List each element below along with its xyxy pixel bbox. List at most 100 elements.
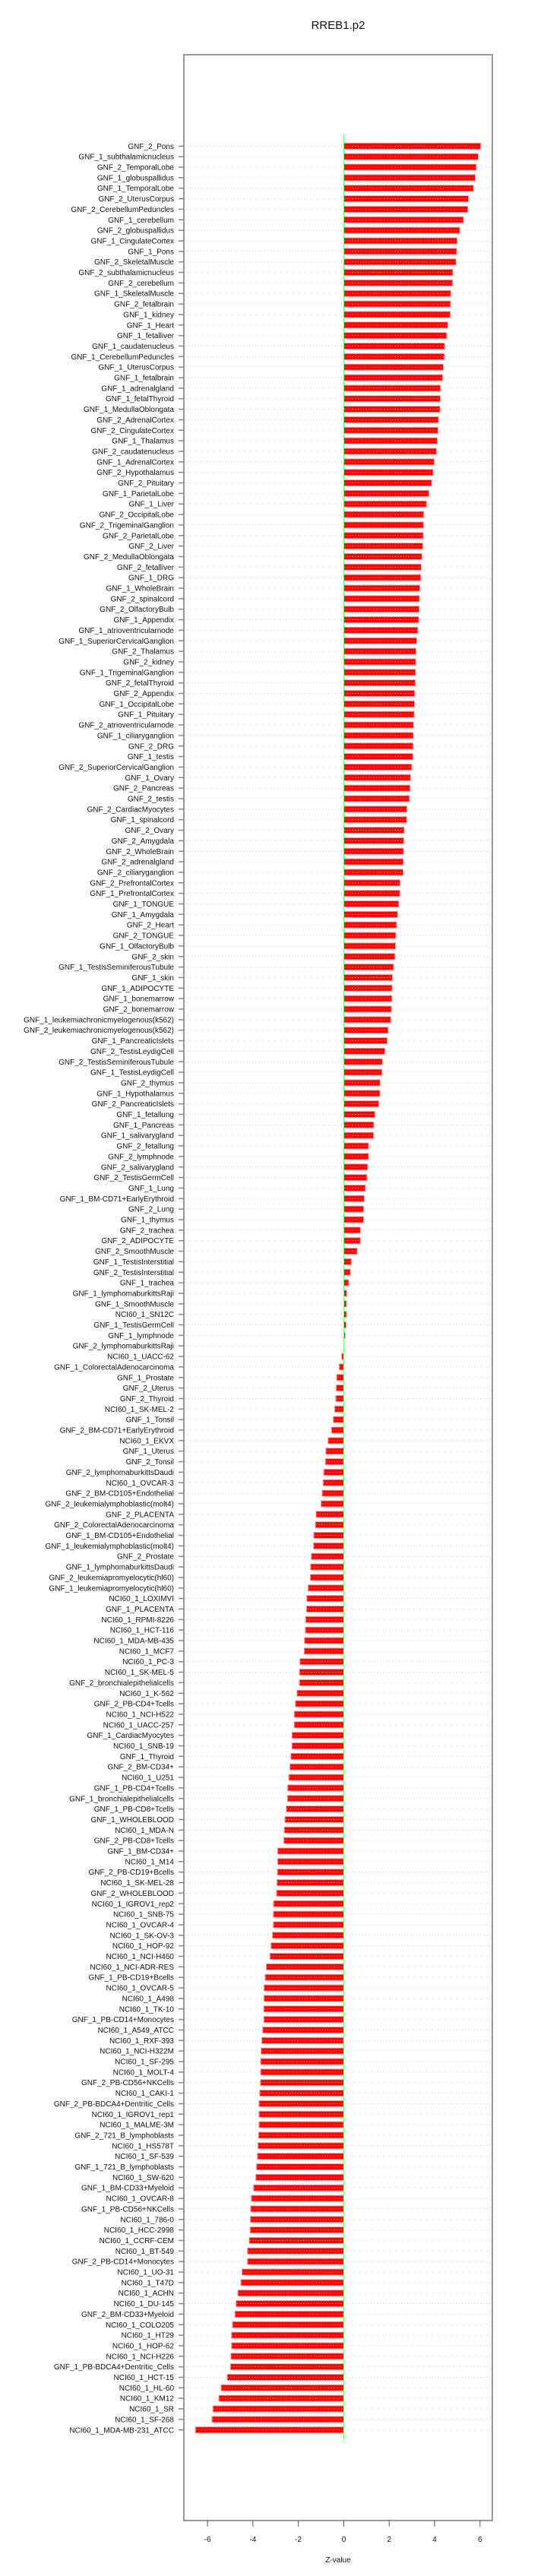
y-tick-label: GNF_2_PB-CD14+Monocytes: [72, 2258, 174, 2267]
y-tick-label: GNF_1_PLACENTA: [106, 1606, 174, 1614]
bar: [237, 2290, 344, 2297]
y-tick-label: NCI60_1_SF-539: [115, 2153, 174, 2161]
y-tick-label: GNF_2_TemporalLobe: [97, 164, 175, 172]
y-tick-label: GNF_2_DRG: [128, 742, 174, 751]
y-tick-label: GNF_1_PrefrontalCortex: [90, 890, 174, 898]
x-tick-label: -6: [204, 2536, 211, 2544]
y-tick-label: GNF_2_bonemarrow: [103, 1006, 175, 1014]
bar: [321, 1500, 344, 1508]
bar: [343, 732, 414, 739]
x-axis: -6 -4 -2 0 2 4 6: [204, 2521, 482, 2544]
y-tick-label: NCI60_1_KM12: [120, 2395, 175, 2404]
y-tick-label: NCI60_1_RXF-393: [109, 2037, 174, 2046]
y-tick-label: GNF_1_lymphomaburkittsDaudi: [66, 1564, 174, 1572]
y-tick-label: NCI60_1_NCI-H522: [106, 1710, 175, 1719]
y-tick-label: GNF_1_BM-CD105+Endothelial: [65, 1532, 174, 1540]
y-tick-label: NCI60_1_ACHN: [119, 2290, 174, 2298]
bar: [343, 616, 419, 624]
y-tick-label: GNF_1_PB-CD4+Tcells: [94, 1784, 174, 1793]
y-tick-label: NCI60_1_SK-OV-3: [110, 1932, 175, 1940]
y-tick-label: NCI60_1_UACC-257: [103, 1721, 175, 1729]
y-tick-label: GNF_1_BM-CD34+: [107, 1848, 174, 1856]
y-tick-label: GNF_1_Pituitary: [118, 711, 174, 720]
y-tick-label: NCI60_1_A498: [122, 1995, 175, 2003]
y-tick-label: GNF_1_TemporalLobe: [97, 185, 175, 193]
y-tick-label: GNF_2_atrioventricularnode: [78, 722, 174, 730]
y-tick-label: GNF_2_CingulateCortex: [91, 427, 175, 435]
y-tick-label: GNF_2_caudatenucleus: [92, 448, 174, 456]
y-tick-label: GNF_1_bronchialepithelialcells: [69, 1795, 174, 1803]
y-tick-label: GNF_1_lymphnode: [108, 1332, 174, 1340]
y-tick-label: GNF_2_PB-CD8+Tcells: [94, 1837, 174, 1846]
y-tick-label: GNF_1_OccipitalLobe: [100, 701, 175, 709]
y-tick-label: GNF_1_UterusCorpus: [99, 364, 174, 372]
y-tick-label: GNF_2_OccipitalLobe: [100, 511, 175, 520]
y-tick-label: GNF_2_SmoothMuscle: [95, 1248, 174, 1256]
y-tick-label: GNF_1_fetalbrain: [114, 375, 174, 383]
y-tick-label: GNF_2_TrigeminalGanglion: [80, 521, 174, 530]
bar: [260, 2079, 344, 2087]
y-tick-label: GNF_2_fetalliver: [117, 564, 175, 572]
y-tick-label: GNF_2_Appendix: [114, 690, 175, 698]
y-tick-label: NCI60_1_CCRF-CEM: [100, 2237, 174, 2245]
y-tick-label: GNF_2_BM-CD105+Endothelial: [65, 1490, 174, 1498]
y-tick-label: NCI60_1_DU-145: [114, 2300, 175, 2309]
y-tick-label: GNF_2_testis: [128, 796, 174, 804]
y-tick-label: GNF_1_SmoothMuscle: [95, 1300, 174, 1309]
y-tick-label: GNF_2_ParietalLobe: [103, 532, 174, 540]
bar: [258, 2131, 344, 2139]
y-tick-label: GNF_2_TestisLeydigCell: [90, 1048, 174, 1056]
y-tick-label: GNF_2_bronchialepithelialcells: [69, 1679, 174, 1688]
y-tick-label: NCI60_1_NCI-ADR-RES: [90, 1964, 174, 1972]
bar: [343, 353, 445, 360]
bar: [343, 290, 451, 297]
bar: [262, 2026, 344, 2033]
y-tick-label: GNF_2_Pons: [128, 143, 174, 151]
y-tick-label: NCI60_1_HCC-2998: [104, 2226, 175, 2235]
y-tick-label: GNF_1_Prostate: [117, 1374, 174, 1382]
y-tick-label: GNF_1_TrigeminalGanglion: [80, 669, 174, 677]
y-tick-label: GNF_1_WHOLEBLOOD: [91, 1816, 174, 1824]
y-tick-label: GNF_1_atrioventricularnode: [78, 627, 174, 635]
y-tick-label: NCI60_1_HOP-92: [112, 1942, 175, 1951]
y-tick-label: GNF_2_leukemiachronicmyelogenous(k562): [24, 1027, 174, 1035]
bar: [220, 2384, 344, 2391]
y-tick-label: NCI60_1_A549_ATCC: [98, 2027, 174, 2035]
y-tick-label: GNF_1_PancreaticIslets: [92, 1037, 174, 1046]
y-tick-label: GNF_1_trachea: [120, 1280, 175, 1288]
y-tick-label: GNF_2_PLACENTA: [106, 1511, 174, 1519]
x-tick-label: -4: [249, 2536, 256, 2544]
y-tick-label: GNF_2_Thyroid: [120, 1395, 174, 1404]
y-tick-label: GNF_2_Tonsil: [126, 1458, 174, 1467]
y-tick-label: GNF_1_Lung: [128, 1185, 174, 1193]
y-tick-label: GNF_1_TestisGermCell: [93, 1321, 174, 1330]
bar: [313, 1542, 344, 1549]
y-tick-label: NCI60_1_SK-MEL-28: [100, 1879, 174, 1888]
y-tick-label: NCI60_1_SN12C: [115, 1311, 174, 1319]
y-tick-label: GNF_1_Liver: [129, 501, 175, 509]
bar: [260, 2068, 344, 2076]
y-tick-label: GNF_1_thymus: [121, 1217, 174, 1225]
bar: [343, 489, 430, 497]
y-tick-label: GNF_1_AdrenalCortex: [96, 458, 174, 467]
bar: [343, 458, 435, 466]
y-tick-label: GNF_1_leukemiachronicmyelogenous(k562): [24, 1016, 174, 1024]
y-tick-label: GNF_1_BM-CD33+Myeloid: [81, 2185, 174, 2193]
y-tick-label: GNF_2_BM-CD71+EarlyErythroid: [60, 1427, 174, 1435]
y-tick-label: GNF_2_WholeBrain: [106, 848, 174, 856]
y-tick-label: NCI60_1_SF-268: [115, 2416, 174, 2424]
y-tick-label: GNF_1_globuspallidus: [97, 174, 174, 182]
y-tick-label: GNF_2_leukemiapromyelocytic(hl60): [49, 1574, 174, 1582]
y-tick-label: GNF_2_SuperiorCervicalGanglion: [58, 764, 174, 772]
bar: [343, 142, 482, 150]
y-tick-label: NCI60_1_MDA-N: [115, 1827, 174, 1835]
y-tick-label: GNF_2_OlfactoryBulb: [100, 606, 174, 614]
y-tick-label: GNF_2_PrefrontalCortex: [90, 879, 174, 888]
y-tick-label: GNF_2_TestisInterstitial: [93, 1269, 174, 1277]
x-tick-label: 2: [387, 2536, 391, 2544]
y-tick-label: GNF_1_spinalcord: [111, 816, 174, 824]
y-tick-label: GNF_2_TestisGermCell: [93, 1174, 174, 1182]
y-tick-label: GNF_2_thymus: [121, 1079, 174, 1087]
y-tick-label: GNF_1_bonemarrow: [103, 995, 175, 1004]
